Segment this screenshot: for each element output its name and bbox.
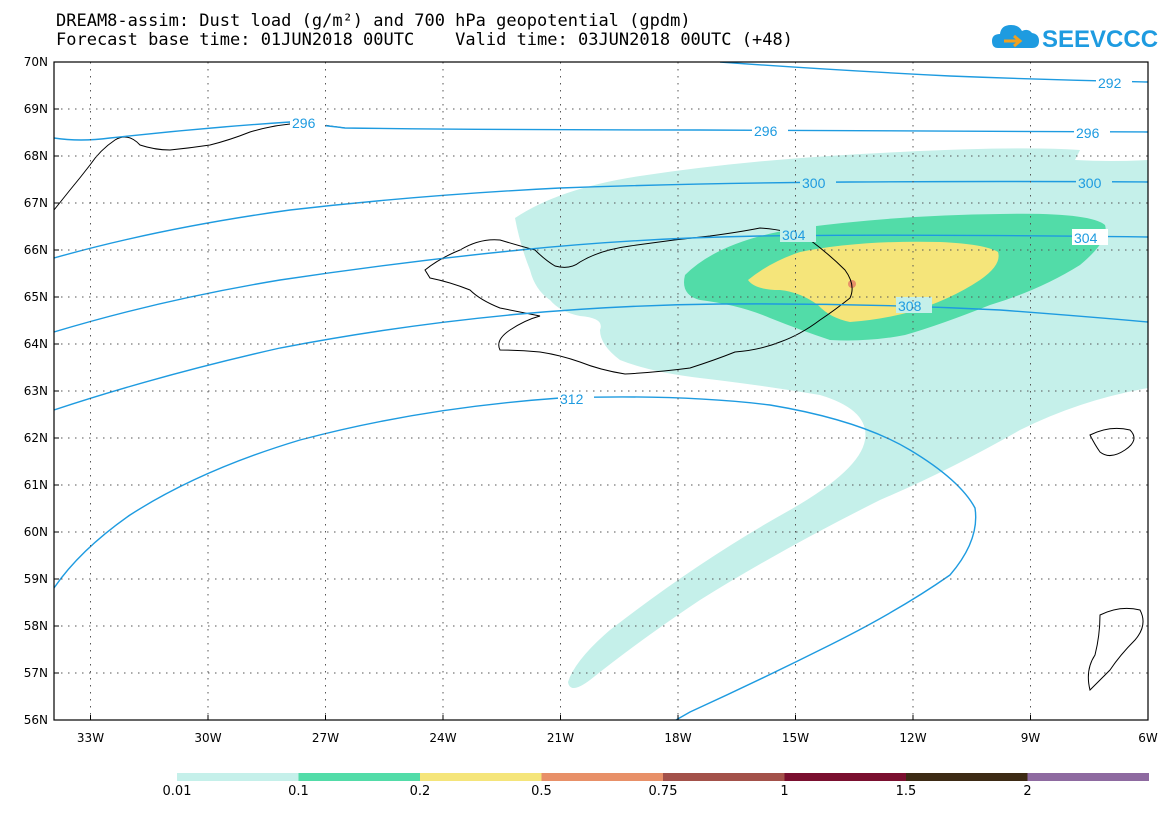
lon-label: 12W bbox=[899, 731, 926, 745]
colorbar bbox=[177, 773, 1149, 781]
contour-label-296-center: 296 bbox=[754, 123, 778, 139]
contour-label-308: 308 bbox=[898, 298, 922, 314]
lat-label: 63N bbox=[24, 384, 48, 398]
contour-308 bbox=[54, 303, 1148, 411]
geopotential-contours bbox=[54, 62, 1148, 720]
lon-label: 21W bbox=[547, 731, 574, 745]
contour-304 bbox=[54, 234, 1148, 333]
colorbar-swatch bbox=[298, 773, 420, 781]
iceland-coast bbox=[424, 227, 853, 375]
lat-label: 69N bbox=[24, 102, 48, 116]
colorbar-label: 0.2 bbox=[409, 784, 431, 799]
title-line-2: Forecast base time: 01JUN2018 00UTC Vali… bbox=[56, 30, 793, 50]
colorbar-swatch bbox=[420, 773, 542, 781]
contour-label-304-east: 304 bbox=[1074, 230, 1098, 246]
colorbar-label: 0.1 bbox=[288, 784, 309, 799]
lon-label: 30W bbox=[194, 731, 221, 745]
lat-label: 60N bbox=[24, 525, 48, 539]
cloud-icon bbox=[992, 25, 1039, 48]
colorbar-label: 0.01 bbox=[162, 784, 192, 799]
contour-label-300-east: 300 bbox=[1078, 175, 1102, 191]
colorbar-swatch bbox=[541, 773, 663, 781]
contour-label-296-west: 296 bbox=[292, 115, 316, 131]
lat-label: 62N bbox=[24, 431, 48, 445]
colorbar-swatch bbox=[1027, 773, 1149, 781]
contour-312 bbox=[54, 396, 977, 720]
lat-label: 58N bbox=[24, 619, 48, 633]
lat-label: 67N bbox=[24, 196, 48, 210]
lon-label: 15W bbox=[782, 731, 809, 745]
contour-292 bbox=[719, 62, 1148, 83]
lat-label: 59N bbox=[24, 572, 48, 586]
colorbar-swatch bbox=[177, 773, 299, 781]
lon-label: 27W bbox=[312, 731, 339, 745]
colorbar-swatch bbox=[784, 773, 906, 781]
dust-region-0.2 bbox=[748, 241, 999, 322]
contour-label-304-center: 304 bbox=[782, 227, 806, 243]
lon-label: 9W bbox=[1021, 731, 1041, 745]
colorbar-swatch bbox=[906, 773, 1028, 781]
greenland-coast bbox=[54, 122, 346, 211]
graticule bbox=[54, 62, 1148, 720]
east-coast-islands bbox=[1087, 427, 1144, 691]
colorbar-label: 0.75 bbox=[648, 784, 678, 799]
lat-label: 66N bbox=[24, 243, 48, 257]
lat-label: 64N bbox=[24, 337, 48, 351]
lat-label: 61N bbox=[24, 478, 48, 492]
lon-label: 24W bbox=[429, 731, 456, 745]
colorbar-label: 1.5 bbox=[895, 784, 917, 799]
lon-label: 33W bbox=[77, 731, 104, 745]
lon-label: 6W bbox=[1138, 731, 1158, 745]
colorbar-swatch bbox=[663, 773, 785, 781]
colorbar-label: 1 bbox=[780, 784, 789, 799]
logo-text: SEEVCCC bbox=[1042, 26, 1158, 53]
colorbar-label: 0.5 bbox=[531, 784, 552, 799]
lat-label: 65N bbox=[24, 290, 48, 304]
contour-300 bbox=[54, 180, 1148, 259]
axis-ticks: 70N 69N 68N 67N 66N 65N 64N 63N 62N 61N 60N 59N 58N 5… bbox=[24, 55, 1158, 745]
contour-label-300-center: 300 bbox=[802, 175, 826, 191]
colorbar-label: 2 bbox=[1023, 784, 1032, 799]
contour-label-292: 292 bbox=[1098, 75, 1122, 91]
contour-label-296-east: 296 bbox=[1076, 125, 1100, 141]
lon-label: 18W bbox=[664, 731, 691, 745]
lat-label: 56N bbox=[24, 713, 48, 727]
seevccc-logo: SEEVCCC bbox=[992, 25, 1158, 53]
lat-label: 57N bbox=[24, 666, 48, 680]
lat-label: 70N bbox=[24, 55, 48, 69]
contour-296 bbox=[54, 121, 1148, 141]
contour-label-312: 312 bbox=[560, 391, 584, 407]
lat-label: 68N bbox=[24, 149, 48, 163]
title-line-1: DREAM8-assim: Dust load (g/m²) and 700 h… bbox=[56, 11, 691, 31]
